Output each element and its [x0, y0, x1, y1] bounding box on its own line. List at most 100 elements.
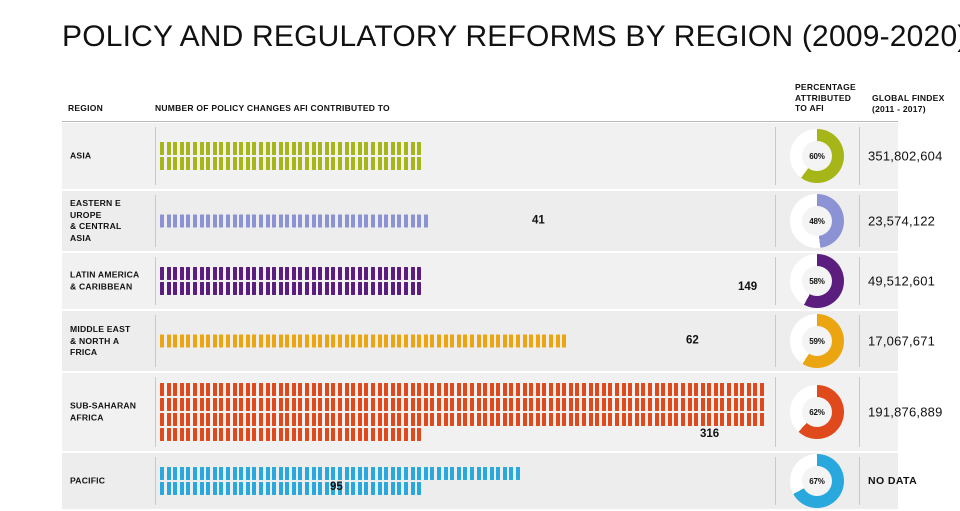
tick-mark	[436, 383, 441, 396]
tick-mark	[713, 413, 718, 426]
tick-row	[160, 267, 770, 280]
tick-mark	[278, 413, 283, 426]
tick-mark	[166, 482, 171, 495]
tick-mark	[212, 142, 217, 155]
header-region: REGION	[68, 103, 104, 113]
tick-row	[160, 282, 770, 295]
tick-mark	[377, 467, 382, 480]
tick-mark	[311, 398, 316, 411]
tick-mark	[436, 398, 441, 411]
table-row: LATIN AMERICA & CARIBBEAN 149 58% 49,512,60…	[62, 253, 935, 311]
tick-mark	[245, 142, 250, 155]
percentage-donut: 62%	[780, 382, 854, 442]
tick-mark	[357, 334, 362, 348]
tick-mark	[423, 398, 428, 411]
tick-mark	[357, 398, 362, 411]
tick-mark	[298, 282, 303, 295]
tick-mark	[173, 383, 178, 396]
tick-mark	[740, 383, 745, 396]
tick-mark	[384, 334, 389, 348]
region-label: SUB-SAHARAN AFRICA	[70, 400, 137, 423]
tick-mark	[232, 413, 237, 426]
tick-mark	[680, 413, 685, 426]
tick-mark	[397, 398, 402, 411]
tick-mark	[173, 142, 178, 155]
tick-mark	[206, 398, 211, 411]
tick-mark	[291, 398, 296, 411]
tick-mark	[621, 383, 626, 396]
tick-mark	[186, 383, 191, 396]
tick-mark	[707, 413, 712, 426]
tick-mark	[298, 157, 303, 170]
tick-mark	[331, 383, 336, 396]
tick-mark	[641, 413, 646, 426]
tick-mark	[397, 428, 402, 441]
tick-mark	[469, 413, 474, 426]
tick-mark	[318, 467, 323, 480]
tick-mark	[456, 383, 461, 396]
tick-row	[160, 413, 770, 426]
tick-mark	[199, 267, 204, 280]
tick-mark	[239, 282, 244, 295]
tick-mark	[252, 413, 257, 426]
tick-mark	[549, 334, 554, 348]
tick-mark	[351, 383, 356, 396]
tick-rows	[160, 467, 770, 495]
table-row: MIDDLE EAST & NORTH A FRICA 62 59% 17,067,6…	[62, 311, 935, 373]
tick-mark	[186, 413, 191, 426]
tick-mark	[173, 398, 178, 411]
tick-mark	[397, 482, 402, 495]
tick-mark	[661, 398, 666, 411]
tick-mark	[186, 334, 191, 348]
tick-mark	[364, 428, 369, 441]
tick-mark	[529, 398, 534, 411]
tick-mark	[166, 142, 171, 155]
tick-mark	[239, 334, 244, 348]
tick-mark	[232, 282, 237, 295]
tick-mark	[397, 467, 402, 480]
tick-mark	[357, 157, 362, 170]
tick-mark	[417, 413, 422, 426]
tick-mark	[305, 482, 310, 495]
tick-mark	[562, 334, 567, 348]
tick-mark	[403, 398, 408, 411]
tick-mark	[417, 482, 422, 495]
tick-mark	[588, 398, 593, 411]
tick-mark	[403, 142, 408, 155]
tick-mark	[351, 428, 356, 441]
tick-mark	[186, 214, 191, 228]
tick-mark	[311, 267, 316, 280]
tick-mark	[291, 214, 296, 228]
tick-mark	[166, 428, 171, 441]
policy-changes-bar: 316	[160, 383, 770, 441]
tick-mark	[713, 383, 718, 396]
tick-mark	[331, 267, 336, 280]
tick-mark	[291, 413, 296, 426]
tick-mark	[674, 413, 679, 426]
tick-mark	[324, 214, 329, 228]
tick-mark	[357, 482, 362, 495]
tick-mark	[258, 267, 263, 280]
donut-percent-label: 48%	[809, 216, 825, 226]
tick-mark	[219, 267, 224, 280]
tick-mark	[377, 142, 382, 155]
tick-mark	[588, 413, 593, 426]
tick-mark	[212, 467, 217, 480]
tick-mark	[687, 383, 692, 396]
tick-mark	[397, 214, 402, 228]
tick-mark	[338, 334, 343, 348]
tick-mark	[199, 334, 204, 348]
tick-mark	[179, 142, 184, 155]
tick-mark	[272, 413, 277, 426]
tick-mark	[522, 413, 527, 426]
policy-changes-bar: 41	[160, 214, 770, 228]
tick-mark	[252, 467, 257, 480]
tick-mark	[476, 413, 481, 426]
tick-mark	[173, 334, 178, 348]
tick-mark	[410, 214, 415, 228]
tick-mark	[278, 267, 283, 280]
tick-mark	[344, 398, 349, 411]
tick-mark	[338, 383, 343, 396]
tick-mark	[535, 413, 540, 426]
tick-mark	[549, 413, 554, 426]
